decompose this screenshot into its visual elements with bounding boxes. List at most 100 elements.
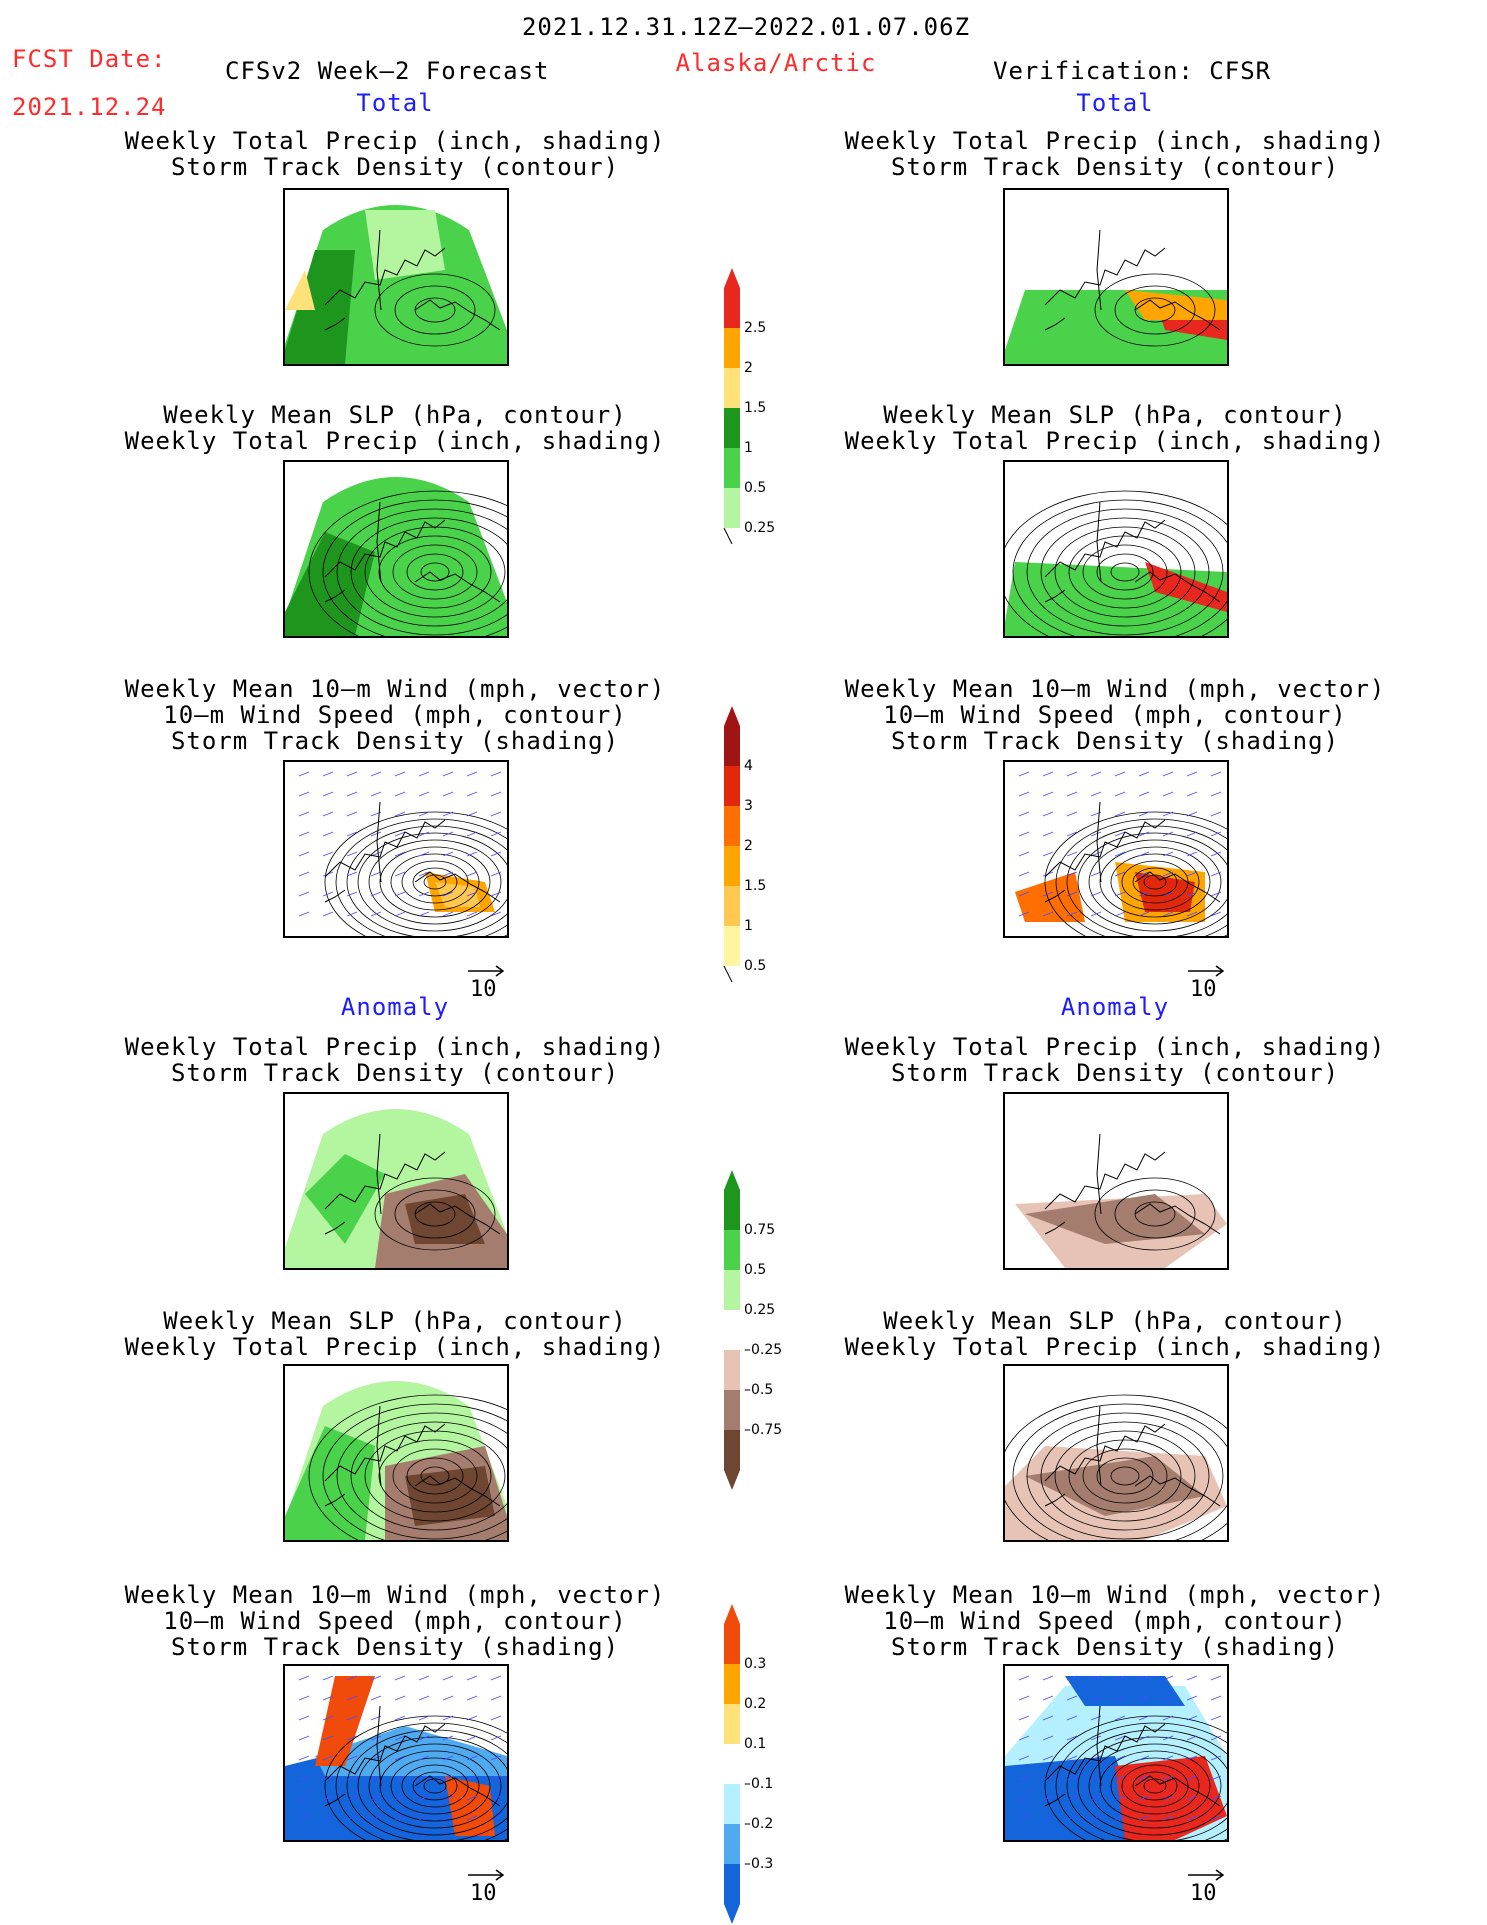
colorbar-top-tip bbox=[724, 706, 740, 726]
panel-title-line: Weekly Total Precip (inch, shading) bbox=[124, 127, 666, 155]
map-panel-precip-storm-anomaly-verification bbox=[1003, 1092, 1229, 1270]
map-panel-slp-precip-anomaly-verification bbox=[1003, 1364, 1229, 1542]
panel-title-line: Storm Track Density (contour) bbox=[890, 153, 1340, 181]
colorbar-tick-label: –0.1 bbox=[744, 1776, 774, 1792]
panel-title-line: Weekly Mean 10–m Wind (mph, vector) bbox=[844, 1581, 1386, 1609]
colorbar-tick-label: 4 bbox=[744, 758, 753, 774]
panel-title-line: Storm Track Density (shading) bbox=[170, 1633, 620, 1661]
panel-title-line: Storm Track Density (shading) bbox=[890, 727, 1340, 755]
vector-ref-left-anomaly: 10 bbox=[466, 1866, 510, 1906]
colorbar-segment bbox=[724, 1824, 740, 1864]
colorbar-segment bbox=[724, 1664, 740, 1704]
colorbar-segment bbox=[724, 886, 740, 926]
colorbar-tick-label: 1.5 bbox=[744, 400, 767, 416]
colorbar-precip-total: 2.5 2 1.5 1 0.5 0.25 bbox=[720, 268, 810, 548]
panel-title-line: Weekly Total Precip (inch, shading) bbox=[124, 427, 666, 455]
panel-title-line: Storm Track Density (shading) bbox=[890, 1633, 1340, 1661]
colorbar-tick-label: –0.75 bbox=[744, 1422, 783, 1438]
colorbar-tick-label: 2 bbox=[744, 838, 753, 854]
vector-ref-left-total: 10 bbox=[466, 962, 510, 1002]
panel-title-line: Weekly Total Precip (inch, shading) bbox=[844, 1333, 1386, 1361]
colorbar-tick-label: 1 bbox=[744, 918, 753, 934]
period-title: 2021.12.31.12Z–2022.01.07.06Z bbox=[521, 13, 971, 41]
vector-ref-label: 10 bbox=[1190, 1881, 1217, 1906]
panel-title-line: 10–m Wind Speed (mph, contour) bbox=[883, 701, 1347, 729]
colorbar-storm-density-total: 4 3 2 1.5 1 0.5 bbox=[720, 706, 810, 986]
colorbar-tick-label: 3 bbox=[744, 798, 753, 814]
map-panel-slp-precip-total-verification bbox=[1003, 460, 1229, 638]
panel-title-line: Storm Track Density (shading) bbox=[170, 727, 620, 755]
colorbar-segment bbox=[724, 1270, 740, 1310]
fcst-date-value: 2021.12.24 bbox=[12, 93, 167, 121]
map-panel-wind-storm-anomaly-forecast bbox=[283, 1664, 509, 1842]
panel-title-line: 10–m Wind Speed (mph, contour) bbox=[883, 1607, 1347, 1635]
colorbar-segment bbox=[724, 1430, 740, 1470]
colorbar-segment bbox=[724, 288, 740, 328]
map-panel-wind-storm-total-verification bbox=[1003, 760, 1229, 938]
model-title: CFSv2 Week–2 Forecast bbox=[225, 57, 550, 85]
panel-title-line: Weekly Mean SLP (hPa, contour) bbox=[883, 401, 1347, 429]
colorbar-segment bbox=[724, 1350, 740, 1390]
colorbar-top-tip bbox=[724, 1604, 740, 1624]
colorbar-top-tip bbox=[724, 1170, 740, 1190]
panel-title-line: Weekly Mean SLP (hPa, contour) bbox=[163, 1307, 627, 1335]
colorbar-segment bbox=[724, 1390, 740, 1430]
vector-ref-label: 10 bbox=[470, 1881, 497, 1906]
colorbar-segment bbox=[724, 726, 740, 766]
panel-title-line: Weekly Total Precip (inch, shading) bbox=[844, 1033, 1386, 1061]
colorbar-tick-label: 0.3 bbox=[744, 1656, 767, 1672]
colorbar-storm-density-anomaly: 0.3 0.2 0.1 –0.1 –0.2 –0.3 bbox=[720, 1604, 810, 1924]
panel-title-line: Weekly Total Precip (inch, shading) bbox=[844, 127, 1386, 155]
colorbar-segment bbox=[724, 1704, 740, 1744]
colorbar-tick-label: 0.5 bbox=[744, 480, 767, 496]
colorbar-tick-label: 0.75 bbox=[744, 1222, 776, 1238]
colorbar-tick-label: 0.25 bbox=[744, 520, 776, 536]
colorbar-tick-label: 0.1 bbox=[744, 1736, 767, 1752]
colorbar-segment bbox=[724, 1624, 740, 1664]
colorbar-precip-anomaly: 0.75 0.5 0.25 –0.25 –0.5 –0.75 bbox=[720, 1170, 810, 1490]
colorbar-segment bbox=[724, 1744, 740, 1784]
map-panel-slp-precip-anomaly-forecast bbox=[283, 1364, 509, 1542]
colorbar-segment bbox=[724, 488, 740, 528]
panel-title-line: Weekly Mean SLP (hPa, contour) bbox=[883, 1307, 1347, 1335]
vector-ref-right-anomaly: 10 bbox=[1186, 1866, 1230, 1906]
colorbar-top-tip bbox=[724, 268, 740, 288]
colorbar-bottom-tip bbox=[724, 1904, 740, 1924]
panel-title-line: Weekly Total Precip (inch, shading) bbox=[844, 427, 1386, 455]
panel-title-line: Weekly Mean 10–m Wind (mph, vector) bbox=[124, 675, 666, 703]
vector-ref-right-total: 10 bbox=[1186, 962, 1230, 1002]
panel-title-line: Weekly Total Precip (inch, shading) bbox=[124, 1333, 666, 1361]
panel-title-line: Storm Track Density (contour) bbox=[890, 1059, 1340, 1087]
panel-title-line: Weekly Mean SLP (hPa, contour) bbox=[163, 401, 627, 429]
map-panel-precip-storm-total-verification bbox=[1003, 188, 1229, 366]
panel-title-line: 10–m Wind Speed (mph, contour) bbox=[163, 701, 627, 729]
map-panel-precip-storm-anomaly-forecast bbox=[283, 1092, 509, 1270]
colorbar-tick-label: 2.5 bbox=[744, 320, 767, 336]
right-total-label: Total bbox=[1076, 89, 1154, 117]
colorbar-tick-label: –0.5 bbox=[744, 1382, 774, 1398]
colorbar-tick-label: 0.5 bbox=[744, 958, 767, 974]
colorbar-tick-label: 0.5 bbox=[744, 1262, 767, 1278]
region-title: Alaska/Arctic bbox=[675, 49, 877, 77]
left-anomaly-label: Anomaly bbox=[340, 993, 450, 1021]
panel-title-line: 10–m Wind Speed (mph, contour) bbox=[163, 1607, 627, 1635]
colorbar-tick-label: –0.2 bbox=[744, 1816, 774, 1832]
colorbar-segment bbox=[724, 806, 740, 846]
panel-title-line: Weekly Mean 10–m Wind (mph, vector) bbox=[844, 675, 1386, 703]
map-panel-precip-storm-total-forecast bbox=[283, 188, 509, 366]
map-panel-wind-storm-anomaly-verification bbox=[1003, 1664, 1229, 1842]
colorbar-bottom-tip bbox=[724, 1470, 740, 1490]
colorbar-segment bbox=[724, 448, 740, 488]
panel-title-line: Weekly Mean 10–m Wind (mph, vector) bbox=[124, 1581, 666, 1609]
vector-ref-label: 10 bbox=[1190, 977, 1217, 1002]
colorbar-segment bbox=[724, 328, 740, 368]
colorbar-segment bbox=[724, 1864, 740, 1904]
colorbar-tick-label: 0.25 bbox=[744, 1302, 776, 1318]
colorbar-segment bbox=[724, 368, 740, 408]
map-panel-slp-precip-total-forecast bbox=[283, 460, 509, 638]
colorbar-segment bbox=[724, 1310, 740, 1350]
colorbar-segment bbox=[724, 926, 740, 966]
colorbar-tick-label: 1.5 bbox=[744, 878, 767, 894]
fcst-date-label: FCST Date: bbox=[12, 45, 167, 73]
verification-title: Verification: CFSR bbox=[993, 57, 1272, 85]
